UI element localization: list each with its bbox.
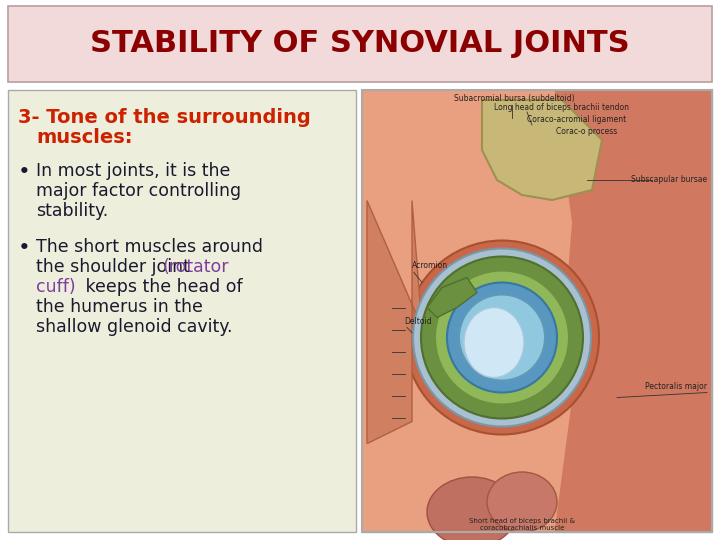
Text: cuff): cuff) bbox=[36, 278, 81, 296]
Text: Short head of biceps brachii &: Short head of biceps brachii & bbox=[469, 518, 575, 524]
Polygon shape bbox=[427, 278, 477, 318]
FancyBboxPatch shape bbox=[362, 90, 712, 532]
Text: stability.: stability. bbox=[36, 202, 108, 220]
Text: STABILITY OF SYNOVIAL JOINTS: STABILITY OF SYNOVIAL JOINTS bbox=[90, 30, 630, 58]
Text: Subacromial bursa (subdeltoid): Subacromial bursa (subdeltoid) bbox=[454, 94, 575, 103]
Ellipse shape bbox=[487, 472, 557, 532]
Text: shallow glenoid cavity.: shallow glenoid cavity. bbox=[36, 318, 233, 336]
Polygon shape bbox=[554, 90, 712, 532]
Circle shape bbox=[413, 248, 591, 427]
Text: •: • bbox=[18, 162, 31, 182]
Text: Long head of biceps brachii tendon: Long head of biceps brachii tendon bbox=[495, 103, 629, 112]
Text: Coraco-acromial ligament: Coraco-acromial ligament bbox=[527, 115, 626, 124]
Text: the shoulder joint: the shoulder joint bbox=[36, 258, 195, 276]
FancyBboxPatch shape bbox=[8, 90, 356, 532]
Ellipse shape bbox=[427, 477, 517, 540]
Circle shape bbox=[435, 271, 569, 404]
Text: the humerus in the: the humerus in the bbox=[36, 298, 203, 316]
Text: keeps the head of: keeps the head of bbox=[80, 278, 243, 296]
Text: Deltoid: Deltoid bbox=[404, 316, 431, 326]
Ellipse shape bbox=[464, 307, 524, 377]
Circle shape bbox=[447, 282, 557, 393]
Text: The short muscles around: The short muscles around bbox=[36, 238, 263, 256]
Text: •: • bbox=[18, 238, 31, 258]
Text: major factor controlling: major factor controlling bbox=[36, 182, 241, 200]
Text: (rotator: (rotator bbox=[162, 258, 228, 276]
FancyBboxPatch shape bbox=[362, 90, 712, 532]
FancyBboxPatch shape bbox=[8, 6, 712, 82]
Circle shape bbox=[459, 294, 545, 381]
Polygon shape bbox=[367, 200, 422, 443]
Text: muscles:: muscles: bbox=[36, 128, 132, 147]
Circle shape bbox=[421, 256, 583, 418]
Text: Acromion: Acromion bbox=[412, 260, 448, 269]
Text: In most joints, it is the: In most joints, it is the bbox=[36, 162, 230, 180]
Text: coracobrachialis muscle: coracobrachialis muscle bbox=[480, 525, 564, 531]
Polygon shape bbox=[482, 100, 602, 200]
Text: 3- Tone of the surrounding: 3- Tone of the surrounding bbox=[18, 108, 311, 127]
Text: Corac-o process: Corac-o process bbox=[557, 127, 618, 136]
Text: Pectoralis major: Pectoralis major bbox=[645, 382, 707, 390]
Circle shape bbox=[405, 240, 599, 435]
Text: Subscapular bursae: Subscapular bursae bbox=[631, 175, 707, 184]
